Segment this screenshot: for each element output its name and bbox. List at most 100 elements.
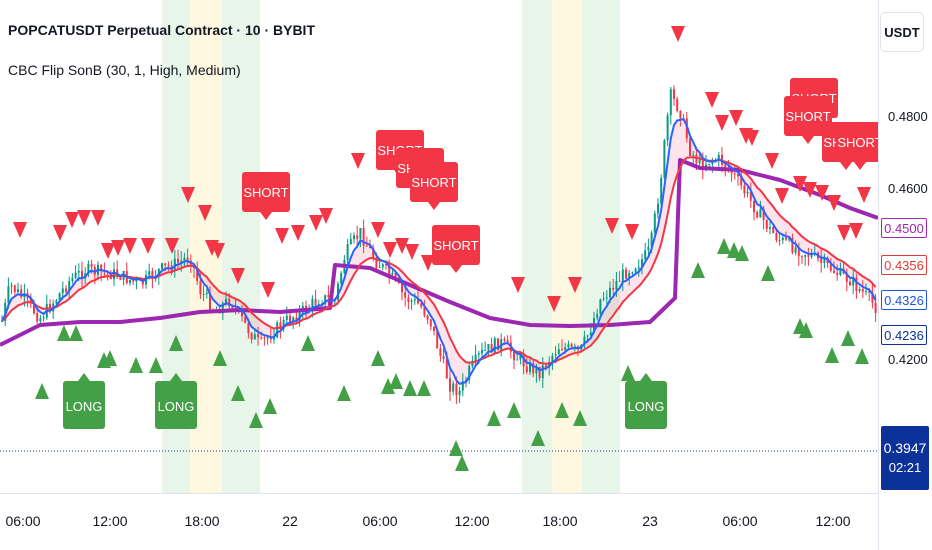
candle-body [657,203,659,214]
candle-body [433,326,435,331]
candle-body [807,255,810,257]
candle-body [279,322,282,329]
candle-body [381,264,384,268]
candle-body [810,254,813,257]
candle-body [797,247,800,257]
short-triangle [705,92,719,108]
short-triangle [849,223,863,239]
candle-body [420,303,423,307]
long-triangle [129,357,143,373]
candle-body [551,355,554,362]
candle-body [609,287,611,298]
candle-body [228,298,231,307]
candle-body [266,337,269,339]
short-triangle [857,187,871,203]
short-triangle [605,218,619,234]
candle-body [7,286,10,304]
candle-body [164,263,167,266]
candle-body [39,318,42,322]
candle-body [71,277,74,282]
candle-body [493,338,496,353]
candle-body [775,233,778,241]
indicator-legend[interactable]: CBC Flip SonB (30, 1, High, Medium) [8,62,241,78]
candle-body [10,285,13,287]
price-chart[interactable]: SHORTSHORTSHORTSHORTSHORTSHORTSHORTSHORT… [0,0,878,493]
badge-pointer [802,136,814,144]
candle-body [311,299,314,309]
long-triangle [507,402,521,418]
short-triangle [547,296,561,312]
candle-body [781,237,784,241]
candle-body [647,246,650,251]
time-label: 06:00 [5,513,41,529]
short-triangle [65,212,79,228]
long-triangle [381,378,395,394]
candle-body [417,299,419,304]
time-label: 12:00 [815,513,851,529]
candle-body [273,337,275,340]
long-triangle [761,265,775,281]
candle-body [404,292,407,298]
time-label: 18:00 [184,513,220,529]
candle-body [861,289,864,292]
long-triangle [573,410,587,426]
candle-body [100,264,103,272]
candle-body [369,245,371,249]
candle-body [87,263,90,274]
candle-body [602,298,605,300]
candle-body [68,281,71,292]
candle-body [55,300,58,304]
candle-body [845,273,848,282]
candle-body [849,281,851,286]
chart-title[interactable]: POPCATUSDT Perpetual Contract · 10 · BYB… [8,22,316,38]
candle-body [724,164,727,168]
short-triangle [775,188,789,204]
candle-body [497,338,499,351]
candle-body [634,268,637,273]
session-highlights [162,0,620,493]
candle-body [183,257,186,261]
short-triangle [319,208,333,224]
short-triangle [111,240,125,256]
long-triangle [449,440,463,456]
candle-body [362,228,365,246]
candle-body [394,272,397,279]
candle-body [820,258,823,263]
candle-body [388,264,391,275]
candle-body [561,349,563,351]
badge-box [836,122,878,162]
candle-body [260,337,263,339]
candle-body [1,320,3,322]
candle-body [209,292,211,311]
candle-body [257,334,259,338]
candle-body [167,265,170,267]
badge-pointer [428,202,440,210]
candle-body [436,330,439,349]
badge-box [625,381,667,429]
long-triangle [249,412,263,428]
currency-button[interactable]: USDT [880,12,924,52]
candle-body [529,363,531,372]
candle-body [801,256,803,258]
candle-body [525,366,528,372]
time-label: 23 [642,513,658,529]
candle-body [161,263,163,269]
candle-body [596,314,599,319]
short-signal-badge: SHORT [836,122,878,170]
candle-body [13,285,16,293]
candle-body [202,294,205,296]
candle-body [148,271,151,276]
short-triangle [231,268,245,284]
short-triangle [827,195,841,211]
candle-body [225,298,227,304]
candle-body [743,185,746,194]
candle-body [231,306,234,309]
candle-body [42,317,45,319]
candle-body [538,367,541,379]
long-triangle [855,348,869,364]
badge-pointer [170,373,182,381]
long-triangle [57,325,71,341]
candle-body [628,272,631,279]
badge-box [784,96,832,136]
candle-body [625,269,627,279]
